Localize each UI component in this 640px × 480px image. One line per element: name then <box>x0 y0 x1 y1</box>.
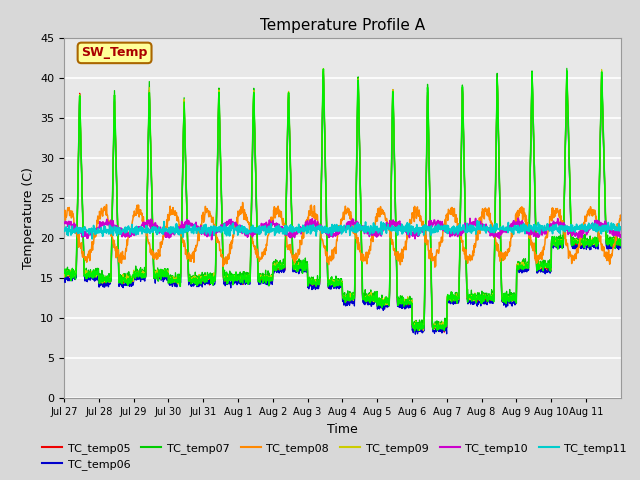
Y-axis label: Temperature (C): Temperature (C) <box>22 168 35 269</box>
X-axis label: Time: Time <box>327 423 358 436</box>
Legend: TC_temp05, TC_temp06, TC_temp07, TC_temp08, TC_temp09, TC_temp10, TC_temp11: TC_temp05, TC_temp06, TC_temp07, TC_temp… <box>38 438 632 474</box>
Text: SW_Temp: SW_Temp <box>81 47 148 60</box>
Title: Temperature Profile A: Temperature Profile A <box>260 18 425 33</box>
